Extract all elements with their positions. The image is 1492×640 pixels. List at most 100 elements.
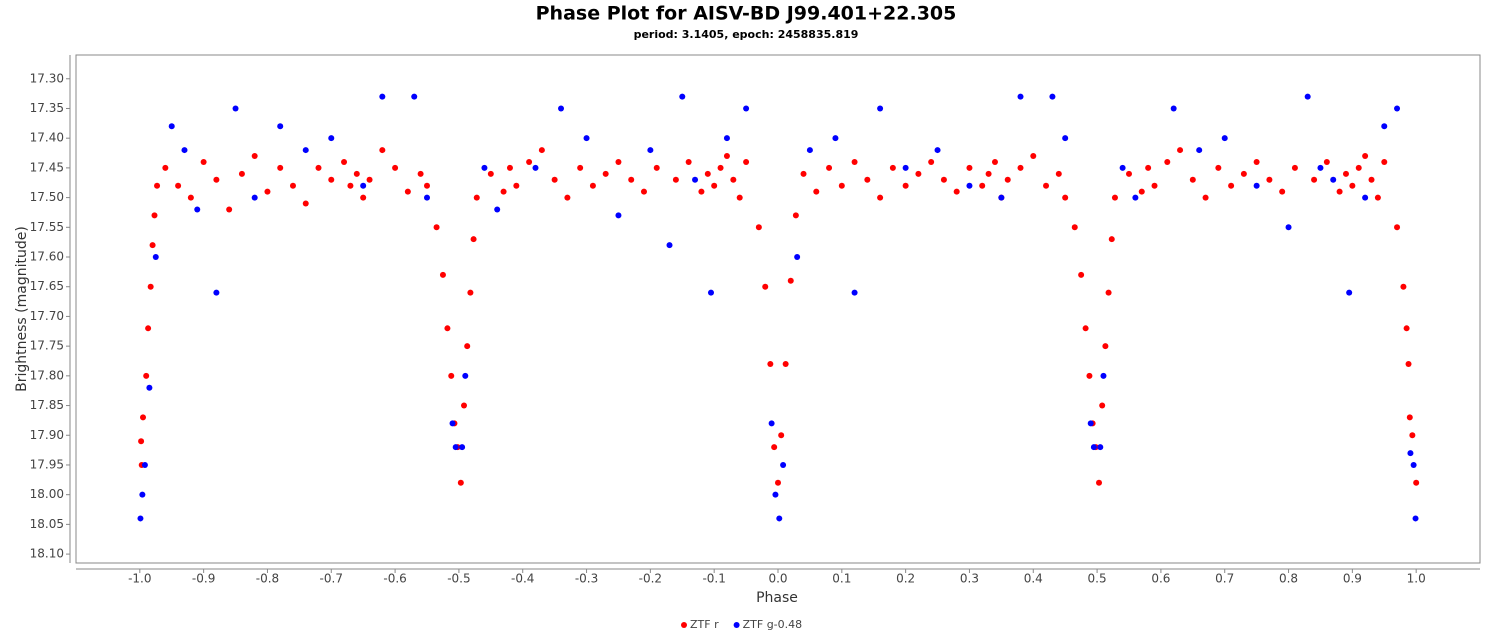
x-tick-label: 0.0: [768, 572, 787, 586]
point: [787, 277, 794, 284]
point: [289, 182, 296, 189]
point: [1323, 158, 1330, 165]
point: [1145, 164, 1152, 171]
point: [998, 194, 1005, 201]
x-tick-label: -0.4: [511, 572, 534, 586]
point: [1017, 164, 1024, 171]
point: [851, 158, 858, 165]
point: [666, 242, 673, 249]
point: [832, 135, 839, 142]
point: [213, 176, 220, 183]
x-tick-label: -1.0: [128, 572, 151, 586]
point: [698, 188, 705, 195]
point: [461, 402, 468, 409]
x-tick-label: 1.0: [1407, 572, 1426, 586]
x-tick-label: 0.1: [832, 572, 851, 586]
point: [1346, 289, 1353, 296]
point: [411, 93, 418, 100]
point: [826, 164, 833, 171]
x-tick-label: 0.2: [896, 572, 915, 586]
point: [1253, 158, 1260, 165]
point: [1202, 194, 1209, 201]
point: [776, 515, 783, 522]
point: [1403, 325, 1410, 332]
point: [640, 188, 647, 195]
y-tick-label: 17.80: [30, 368, 64, 382]
point: [915, 170, 922, 177]
point: [1132, 194, 1139, 201]
point: [1151, 182, 1158, 189]
chart-subtitle: period: 3.1405, epoch: 2458835.819: [634, 28, 859, 41]
point: [1119, 164, 1126, 171]
point: [1228, 182, 1235, 189]
point: [685, 158, 692, 165]
y-tick-label: 17.40: [30, 131, 64, 145]
point: [1349, 182, 1356, 189]
point: [707, 289, 714, 296]
point: [771, 444, 778, 451]
point: [459, 444, 466, 451]
point: [506, 164, 513, 171]
point: [772, 491, 779, 498]
point: [1374, 194, 1381, 201]
point: [902, 182, 909, 189]
point: [1381, 158, 1388, 165]
point: [1071, 224, 1078, 231]
point: [877, 194, 884, 201]
point: [467, 289, 474, 296]
point: [449, 420, 456, 427]
point: [1082, 325, 1089, 332]
point: [723, 135, 730, 142]
point: [1311, 176, 1318, 183]
point: [1055, 170, 1062, 177]
x-tick-label: -0.8: [256, 572, 279, 586]
point: [1078, 271, 1085, 278]
point: [538, 147, 545, 154]
point: [360, 182, 367, 189]
legend-label: ZTF r: [690, 618, 719, 631]
point: [602, 170, 609, 177]
point: [1102, 343, 1109, 350]
point: [1400, 283, 1407, 290]
point: [444, 325, 451, 332]
plot-area: [75, 54, 1481, 564]
point: [379, 93, 386, 100]
point: [889, 164, 896, 171]
point: [1215, 164, 1222, 171]
point: [1096, 479, 1103, 486]
point: [187, 194, 194, 201]
point: [513, 182, 520, 189]
y-tick-label: 17.90: [30, 428, 64, 442]
point: [1304, 93, 1311, 100]
point: [1105, 289, 1112, 296]
point: [143, 372, 150, 379]
point: [360, 194, 367, 201]
point: [1412, 515, 1419, 522]
y-tick-label: 17.65: [30, 279, 64, 293]
point: [138, 438, 145, 445]
point: [928, 158, 935, 165]
point: [1138, 188, 1145, 195]
point: [615, 158, 622, 165]
x-tick-label: 0.7: [1215, 572, 1234, 586]
point: [864, 176, 871, 183]
point: [139, 491, 146, 498]
point: [1355, 164, 1362, 171]
point: [966, 182, 973, 189]
point: [615, 212, 622, 219]
point: [1413, 479, 1420, 486]
point: [736, 194, 743, 201]
point: [1240, 170, 1247, 177]
point: [1099, 402, 1106, 409]
point: [1049, 93, 1056, 100]
point: [1253, 182, 1260, 189]
point: [767, 360, 774, 367]
point: [481, 164, 488, 171]
y-tick-label: 17.55: [30, 220, 64, 234]
point: [589, 182, 596, 189]
point: [564, 194, 571, 201]
point: [934, 147, 941, 154]
point: [692, 176, 699, 183]
